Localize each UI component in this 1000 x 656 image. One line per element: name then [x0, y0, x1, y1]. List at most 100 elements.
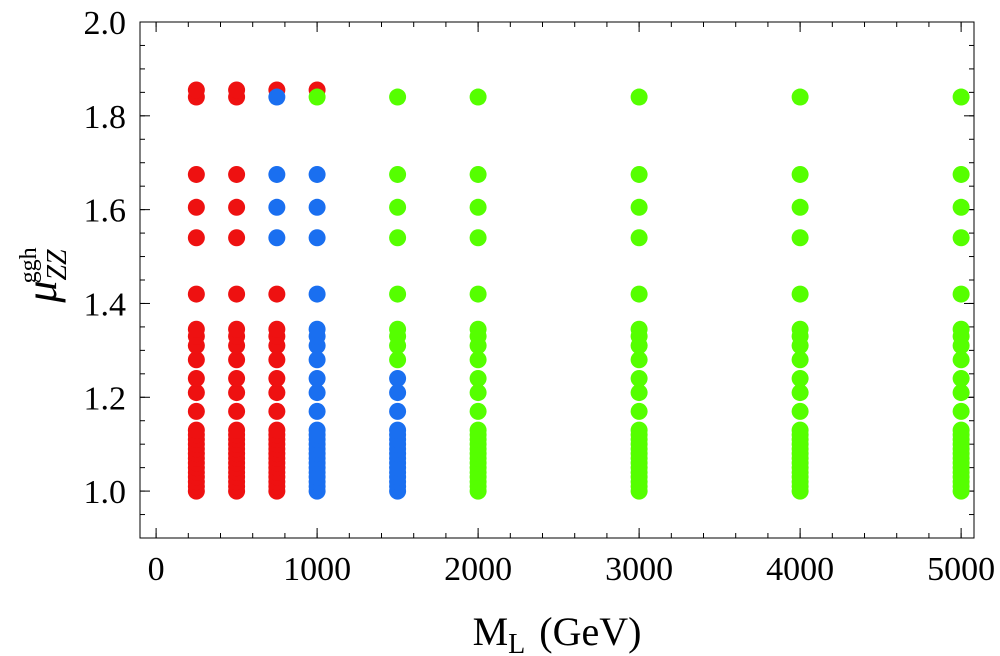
y-tick-label: 1.8	[84, 99, 127, 136]
data-point-green	[469, 402, 487, 420]
data-point-blue	[308, 402, 326, 420]
data-point-green	[469, 421, 487, 439]
data-point-green	[389, 285, 407, 303]
y-tick-label: 1.0	[84, 474, 127, 511]
data-point-red	[228, 370, 246, 388]
data-point-green	[791, 402, 809, 420]
data-point-green	[469, 384, 487, 402]
data-point-green	[389, 229, 407, 247]
data-point-blue	[308, 198, 326, 216]
data-point-blue	[308, 320, 326, 338]
data-point-red	[187, 351, 205, 369]
data-point-red	[268, 402, 286, 420]
data-point-green	[791, 351, 809, 369]
x-axis-symbol: M	[473, 609, 509, 654]
data-point-red	[187, 229, 205, 247]
data-point-green	[469, 285, 487, 303]
x-axis-subscript: L	[508, 629, 525, 656]
data-point-green	[469, 165, 487, 183]
data-point-green	[952, 384, 970, 402]
data-point-green	[389, 198, 407, 216]
data-point-green	[630, 198, 648, 216]
data-point-blue	[308, 370, 326, 388]
data-point-red	[268, 320, 286, 338]
tick-labels: 0 1000 2000 3000 4000 5000 1.0 1.2 1.4 1.6 1.8 2.0	[84, 5, 996, 588]
data-point-green	[791, 198, 809, 216]
data-point-red	[187, 320, 205, 338]
data-point-green	[389, 351, 407, 369]
data-point-blue	[389, 402, 407, 420]
data-point-red	[228, 421, 246, 439]
data-point-green	[630, 402, 648, 420]
data-point-green	[791, 165, 809, 183]
data-point-green	[952, 88, 970, 106]
data-point-green	[630, 229, 648, 247]
data-point-red	[268, 351, 286, 369]
data-point-red	[268, 285, 286, 303]
data-point-green	[630, 351, 648, 369]
y-axis-symbol: μ	[17, 281, 66, 304]
data-point-green	[630, 370, 648, 388]
data-point-red	[187, 165, 205, 183]
x-tick-label: 1000	[283, 551, 351, 588]
data-point-green	[952, 370, 970, 388]
x-axis-label: ML (GeV)	[473, 609, 642, 656]
data-point-red	[187, 421, 205, 439]
data-point-blue	[268, 229, 286, 247]
y-tick-label: 2.0	[84, 5, 127, 42]
data-point-red	[187, 285, 205, 303]
data-point-blue	[308, 421, 326, 439]
data-point-green	[630, 285, 648, 303]
data-point-red	[268, 421, 286, 439]
x-tick-label: 3000	[605, 551, 673, 588]
data-point-red	[228, 81, 246, 99]
x-tick-label: 2000	[444, 551, 512, 588]
data-point-red	[228, 285, 246, 303]
data-point-green	[469, 229, 487, 247]
data-point-green	[469, 370, 487, 388]
x-axis-unit: (GeV)	[539, 609, 641, 654]
data-point-green	[791, 320, 809, 338]
data-point-green	[952, 421, 970, 439]
data-point-red	[228, 198, 246, 216]
series-blue	[268, 88, 407, 500]
y-tick-label: 1.4	[84, 286, 127, 323]
y-tick-label: 1.6	[84, 193, 127, 230]
y-tick-label: 1.2	[84, 380, 127, 417]
x-tick-label: 5000	[927, 551, 995, 588]
series-green	[308, 88, 970, 500]
data-point-green	[469, 351, 487, 369]
data-point-green	[389, 88, 407, 106]
data-point-green	[630, 320, 648, 338]
data-point-green	[308, 88, 326, 106]
data-point-red	[187, 384, 205, 402]
y-axis-label: μZZggh	[16, 247, 73, 303]
data-point-green	[389, 165, 407, 183]
data-point-green	[791, 384, 809, 402]
data-point-green	[630, 421, 648, 439]
major-ticks	[140, 21, 974, 538]
data-point-green	[952, 198, 970, 216]
data-point-red	[228, 351, 246, 369]
x-tick-label: 4000	[766, 551, 834, 588]
plot-frame	[139, 21, 975, 539]
data-point-red	[268, 384, 286, 402]
data-point-green	[791, 285, 809, 303]
data-point-green	[469, 320, 487, 338]
data-point-blue	[308, 165, 326, 183]
data-point-green	[791, 88, 809, 106]
y-axis-superscript: ggh	[16, 247, 42, 283]
data-point-green	[952, 229, 970, 247]
data-point-blue	[308, 384, 326, 402]
data-point-red	[187, 370, 205, 388]
data-point-green	[791, 370, 809, 388]
data-point-blue	[389, 421, 407, 439]
data-point-green	[469, 198, 487, 216]
data-point-green	[630, 88, 648, 106]
data-point-blue	[308, 351, 326, 369]
y-axis-subscript: ZZ	[42, 249, 73, 281]
data-point-blue	[308, 229, 326, 247]
data-point-green	[630, 384, 648, 402]
data-point-blue	[308, 285, 326, 303]
